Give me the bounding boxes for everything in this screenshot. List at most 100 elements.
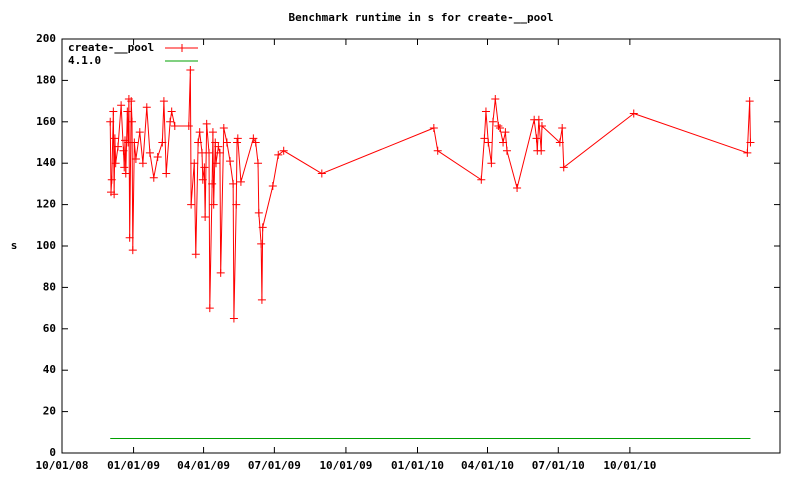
- point: [110, 134, 119, 143]
- point: [743, 148, 752, 157]
- point: [229, 314, 238, 323]
- point: [229, 179, 238, 188]
- y-tick-label: 60: [43, 322, 56, 335]
- point: [745, 97, 754, 106]
- legend-marker: [178, 44, 186, 52]
- point: [251, 138, 260, 147]
- point: [127, 97, 136, 106]
- point: [162, 169, 171, 178]
- x-tick-label: 04/01/09: [177, 459, 230, 472]
- point: [555, 138, 564, 147]
- point: [257, 295, 266, 304]
- point: [114, 142, 123, 151]
- point: [153, 152, 162, 161]
- point: [121, 169, 130, 178]
- point: [214, 142, 223, 151]
- point: [212, 159, 221, 168]
- point: [202, 119, 211, 128]
- point: [501, 128, 510, 137]
- point: [158, 138, 167, 147]
- point: [205, 148, 214, 157]
- point: [159, 97, 168, 106]
- point: [128, 117, 137, 126]
- point: [170, 121, 179, 130]
- point: [110, 190, 119, 199]
- point: [216, 268, 225, 277]
- point: [190, 159, 199, 168]
- point: [534, 115, 543, 124]
- point: [187, 200, 196, 209]
- point: [429, 124, 438, 133]
- point: [481, 107, 490, 116]
- point: [233, 134, 242, 143]
- x-tick-label: 01/01/10: [391, 459, 444, 472]
- point: [488, 117, 497, 126]
- point: [209, 200, 218, 209]
- y-tick-label: 160: [36, 115, 56, 128]
- point: [130, 138, 139, 147]
- point: [131, 155, 140, 164]
- point: [480, 134, 489, 143]
- point: [537, 121, 546, 130]
- point: [194, 138, 203, 147]
- point: [107, 175, 116, 184]
- point: [495, 124, 504, 133]
- point: [109, 107, 118, 116]
- point: [274, 150, 283, 159]
- point: [201, 213, 210, 222]
- point: [135, 128, 144, 137]
- point: [208, 179, 217, 188]
- point: [167, 107, 176, 116]
- point: [279, 146, 288, 155]
- point: [477, 175, 486, 184]
- x-tick-label: 10/01/09: [319, 459, 372, 472]
- y-tick-label: 180: [36, 73, 56, 86]
- x-tick-label: 10/01/10: [603, 459, 656, 472]
- point: [117, 101, 126, 110]
- point: [222, 138, 231, 147]
- point: [208, 128, 217, 137]
- point: [537, 146, 546, 155]
- point: [233, 138, 242, 147]
- point: [433, 146, 442, 155]
- y-tick-label: 140: [36, 156, 56, 169]
- point: [532, 134, 541, 143]
- point: [258, 223, 267, 232]
- x-tick-label: 07/01/09: [248, 459, 301, 472]
- point: [226, 157, 235, 166]
- point: [128, 246, 137, 255]
- point: [195, 128, 204, 137]
- y-tick-label: 80: [43, 280, 56, 293]
- legend-label: 4.1.0: [68, 54, 101, 67]
- x-tick-label: 01/01/09: [107, 459, 160, 472]
- point: [215, 148, 224, 157]
- point: [257, 239, 266, 248]
- y-tick-label: 120: [36, 198, 56, 211]
- point: [198, 148, 207, 157]
- point: [491, 95, 500, 104]
- point: [120, 163, 129, 172]
- x-tick-label: 04/01/10: [461, 459, 514, 472]
- chart-title: Benchmark runtime in s for create-__pool: [289, 11, 554, 24]
- y-tick-label: 100: [36, 239, 56, 252]
- point: [184, 121, 193, 130]
- point: [106, 117, 115, 126]
- y-tick-label: 40: [43, 363, 56, 376]
- point: [629, 109, 638, 118]
- legend-label: create-__pool: [68, 41, 154, 54]
- point: [191, 250, 200, 259]
- point: [746, 138, 755, 147]
- y-tick-label: 200: [36, 32, 56, 45]
- point: [149, 173, 158, 182]
- point: [145, 148, 154, 157]
- point: [317, 169, 326, 178]
- point: [254, 208, 263, 217]
- point: [138, 159, 147, 168]
- point: [484, 138, 493, 147]
- point: [198, 175, 207, 184]
- point: [249, 134, 258, 143]
- point: [487, 159, 496, 168]
